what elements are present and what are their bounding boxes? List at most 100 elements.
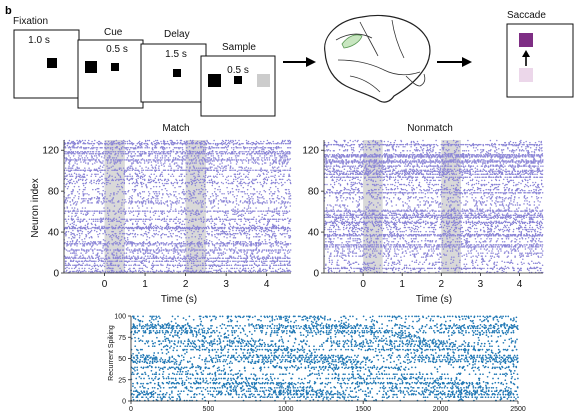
spike-dot: [138, 207, 140, 209]
spike-dot: [239, 210, 241, 212]
spike-dot: [179, 159, 181, 161]
spike-dot: [225, 181, 228, 184]
spike-dot: [174, 229, 177, 232]
spike-dot: [235, 247, 237, 249]
spike-dot: [136, 155, 139, 157]
spike-dot: [127, 210, 130, 212]
spike-dot: [246, 245, 249, 247]
spike-dot: [109, 182, 111, 185]
spike-dot: [255, 229, 258, 232]
spike-dot: [191, 162, 194, 164]
spike-dot: [117, 244, 120, 246]
spike-dot: [93, 262, 96, 265]
spike-dot: [178, 185, 180, 188]
spike-dot: [248, 181, 251, 184]
spike-dot: [109, 200, 111, 202]
spike-dot: [69, 210, 72, 212]
spike-dot: [252, 218, 255, 221]
spike-dot: [65, 157, 68, 159]
spike-dot: [196, 155, 199, 157]
arrow-to-saccade: [437, 57, 472, 67]
spike-dot: [192, 146, 195, 149]
spike-dot: [229, 201, 232, 203]
spike-dot: [172, 265, 175, 268]
spike-dot: [245, 182, 247, 185]
spike-dot: [120, 167, 122, 169]
spike-dot: [253, 187, 255, 190]
spike-dot: [220, 181, 223, 184]
spike-dot: [194, 179, 197, 182]
spike-dot: [133, 227, 135, 230]
spike-dot: [242, 265, 244, 268]
spike-dot: [164, 162, 166, 164]
spike-dot: [89, 159, 91, 161]
spike-dot: [275, 234, 277, 237]
spike-dot: [73, 207, 76, 209]
spike-dot: [259, 174, 262, 177]
spike-dot: [218, 260, 221, 262]
spike-dot: [215, 217, 218, 220]
spike-dot: [161, 175, 164, 178]
spike-dot: [263, 243, 265, 245]
spike-dot: [68, 151, 71, 153]
spike-dot: [278, 249, 280, 251]
spike-dot: [172, 148, 174, 151]
spike-dot: [178, 259, 180, 261]
spike-dot: [184, 192, 186, 195]
spike-dot: [272, 243, 274, 245]
spike-dot: [147, 200, 150, 202]
spike-dot: [134, 235, 137, 238]
spike-dot: [89, 181, 91, 184]
spike-dot: [191, 249, 194, 251]
spike-dot: [167, 159, 170, 161]
spike-dot: [193, 230, 195, 233]
spike-dot: [119, 162, 122, 164]
spike-dot: [65, 197, 67, 199]
spike-dot: [67, 197, 69, 199]
spike-dot: [124, 256, 126, 258]
spike-dot: [224, 145, 227, 148]
spike-dot: [193, 243, 196, 245]
spike-dot: [75, 224, 77, 227]
spike-dot: [207, 225, 209, 228]
spike-dot: [115, 234, 118, 237]
spike-dot: [275, 161, 277, 163]
spike-dot: [80, 169, 82, 171]
spike-dot: [223, 260, 226, 262]
spike-dot: [107, 146, 110, 149]
spike-dot: [288, 146, 290, 149]
spike-dot: [117, 153, 120, 155]
spike-dot: [270, 171, 273, 173]
spike-dot: [66, 256, 69, 258]
spike-dot: [74, 226, 76, 229]
spike-dot: [106, 162, 109, 164]
spike-dot: [220, 249, 222, 251]
spike-dot: [137, 225, 140, 228]
spike-dot: [164, 248, 167, 250]
spike-dot: [264, 260, 267, 262]
spike-dot: [100, 265, 103, 268]
spike-dot: [172, 202, 175, 204]
spike-dot: [289, 260, 291, 262]
spike-dot: [138, 153, 141, 155]
spike-dot: [155, 226, 158, 229]
spike-dot: [97, 220, 99, 223]
spike-dot: [124, 222, 126, 225]
spike-dot: [252, 202, 254, 204]
spike-dot: [162, 242, 164, 244]
spike-dot: [80, 252, 82, 254]
spike-dot: [155, 198, 157, 200]
spike-dot: [84, 207, 87, 209]
spike-dot: [153, 214, 155, 216]
spike-dot: [176, 264, 179, 267]
spike-dot: [287, 234, 290, 237]
spike-dot: [205, 188, 207, 191]
spike-dot: [244, 192, 246, 195]
spike-dot: [272, 270, 275, 273]
spike-dot: [83, 218, 86, 221]
spike-dot: [70, 178, 73, 181]
spike-dot: [289, 146, 292, 149]
spike-dot: [121, 169, 123, 171]
spike-dot: [164, 182, 166, 185]
spike-dot: [289, 243, 292, 245]
